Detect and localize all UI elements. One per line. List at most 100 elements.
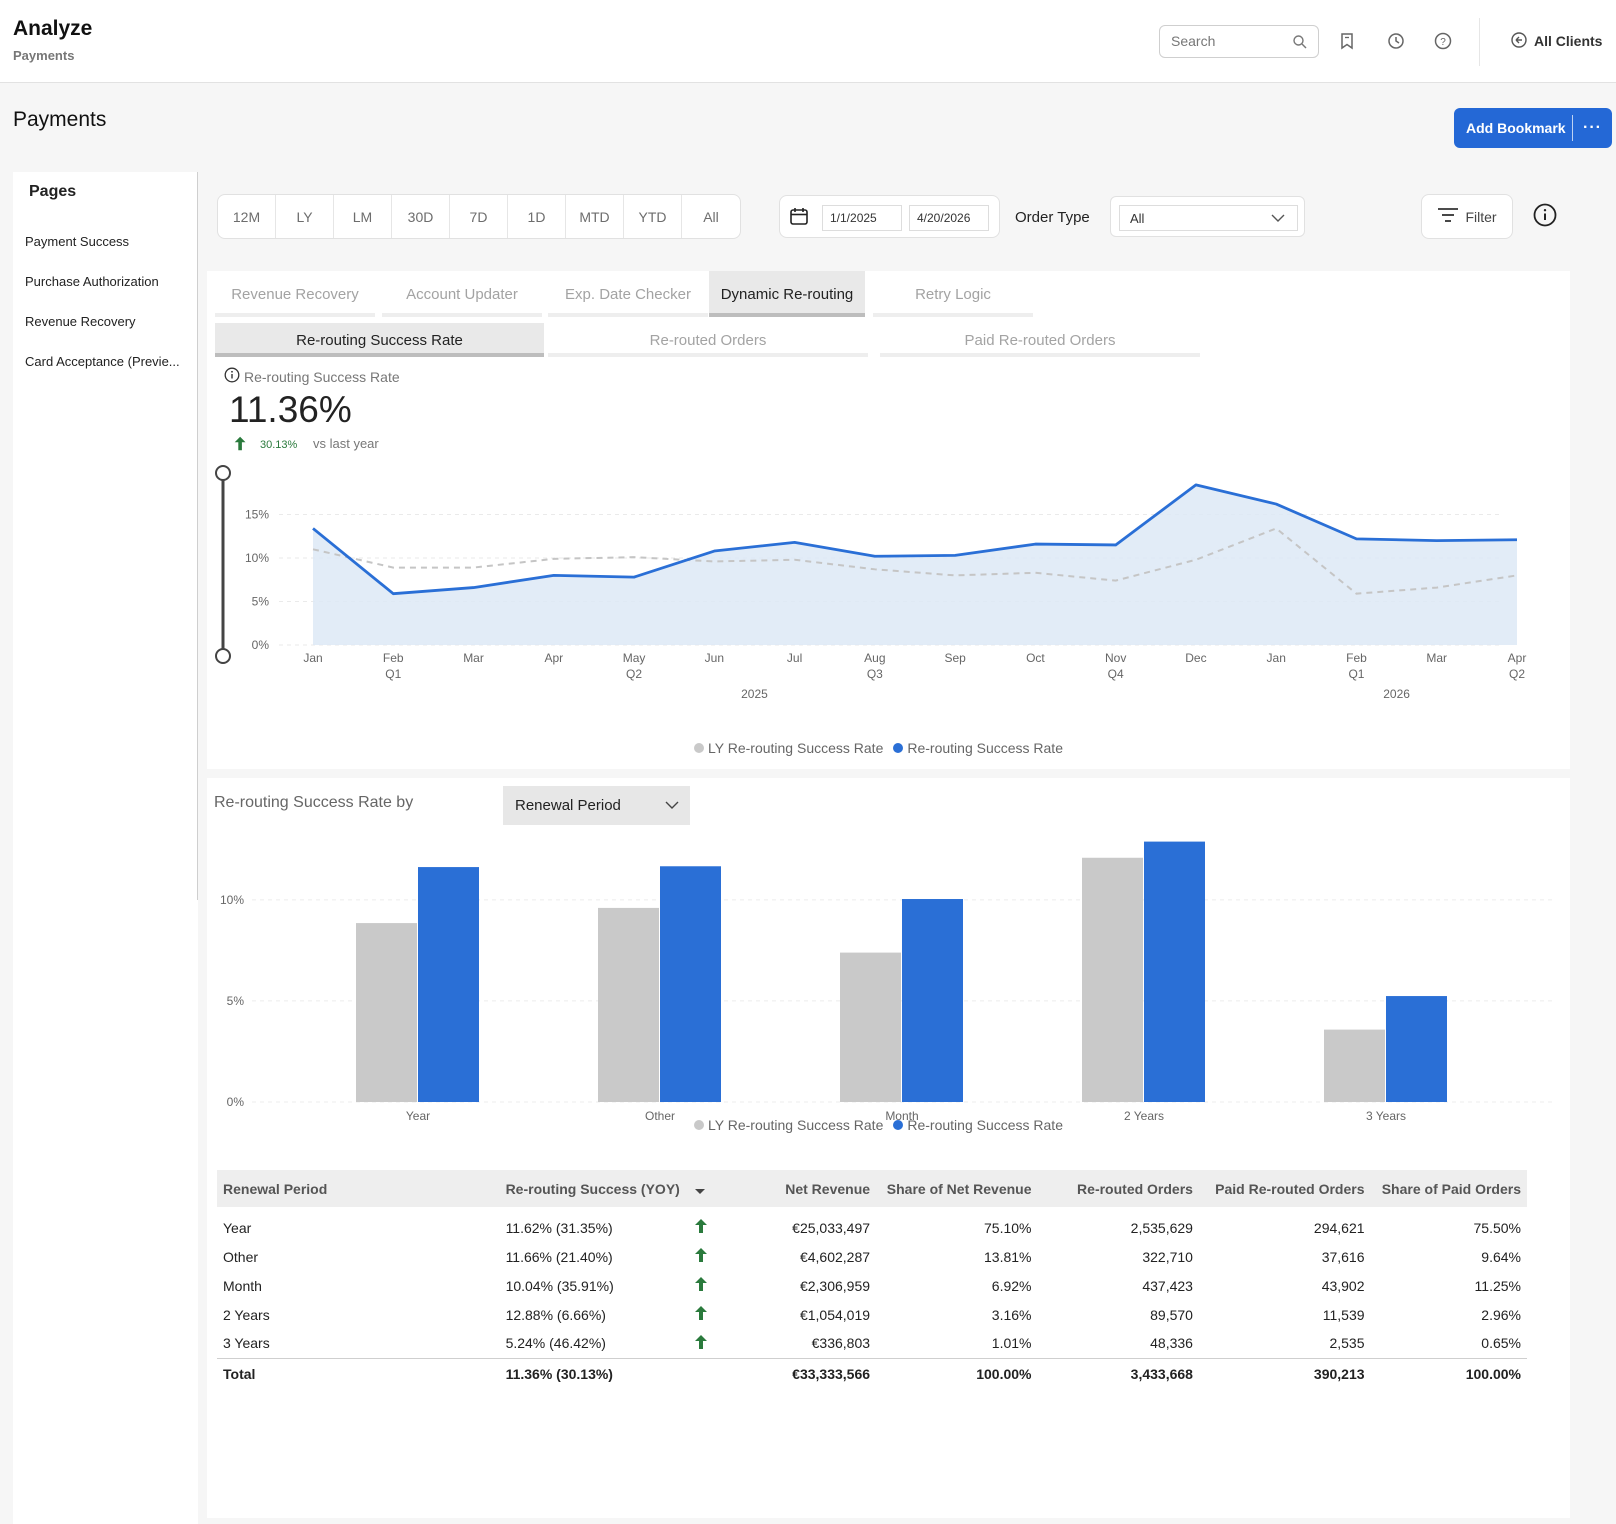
col-header-share-net-revenue[interactable]: Share of Net Revenue xyxy=(876,1170,1038,1207)
range-1d[interactable]: 1D xyxy=(508,195,566,238)
col-header-success-yoy[interactable]: Re-routing Success (YOY) xyxy=(499,1170,688,1207)
bar-current[interactable] xyxy=(660,866,721,1102)
info-icon[interactable] xyxy=(1533,203,1557,232)
order-type-select[interactable]: All xyxy=(1110,196,1305,237)
col-header-renewal-period[interactable]: Renewal Period xyxy=(217,1170,500,1207)
cell-paid-re-routed-orders: 2,535 xyxy=(1329,1335,1365,1352)
sidebar-title: Pages xyxy=(29,183,77,200)
app-title: Analyze xyxy=(13,17,93,40)
y-tick-label: 0% xyxy=(227,1095,245,1109)
search-icon[interactable] xyxy=(1292,34,1308,55)
table-row[interactable]: 2 Years 12.88% (6.66%) €1,054,019 3.16% 89,5… xyxy=(217,1300,1527,1329)
calendar-icon[interactable] xyxy=(789,206,809,231)
tab-dynamic-re-routing[interactable]: Dynamic Re-routing xyxy=(709,271,865,317)
cell-net-revenue: €1,054,019 xyxy=(799,1306,871,1323)
sidebar-item-revenue-recovery[interactable]: Revenue Recovery xyxy=(25,314,136,329)
more-options-button[interactable]: ··· xyxy=(1583,119,1602,136)
range-lm[interactable]: LM xyxy=(334,195,392,238)
sidebar-item-purchase-authorization[interactable]: Purchase Authorization xyxy=(25,274,159,289)
end-date-input[interactable] xyxy=(909,205,989,231)
breakdown-title: Re-routing Success Rate by xyxy=(214,794,414,811)
tab-label: Account Updater xyxy=(406,285,518,303)
y-tick-label: 0% xyxy=(252,638,270,652)
cell-re-routed-orders: 322,710 xyxy=(1142,1248,1193,1265)
bar-ly[interactable] xyxy=(598,907,659,1102)
sidebar-item-card-acceptance[interactable]: Card Acceptance (Previe... xyxy=(25,354,180,369)
cell-renewal-period: Year xyxy=(223,1219,252,1236)
range-ytd[interactable]: YTD xyxy=(624,195,682,238)
search-box[interactable] xyxy=(1159,25,1319,58)
info-small-icon[interactable] xyxy=(224,367,240,386)
sort-desc-icon[interactable] xyxy=(687,1170,779,1207)
subtab-success-rate[interactable]: Re-routing Success Rate xyxy=(215,323,544,357)
range-slider-bottom-handle[interactable] xyxy=(215,648,231,664)
filter-button[interactable]: Filter xyxy=(1421,194,1513,239)
app-breadcrumb[interactable]: Payments xyxy=(13,48,75,63)
range-slider-top-handle[interactable] xyxy=(215,465,231,481)
tab-revenue-recovery[interactable]: Revenue Recovery xyxy=(215,271,375,317)
breakdown-dimension-select[interactable]: Renewal Period xyxy=(503,786,690,825)
order-type-value[interactable]: All xyxy=(1119,205,1298,231)
range-7d[interactable]: 7D xyxy=(450,195,508,238)
current-series-line xyxy=(312,483,1518,596)
tab-label: Revenue Recovery xyxy=(231,285,359,303)
tab-account-updater[interactable]: Account Updater xyxy=(382,271,542,317)
tab-underline xyxy=(382,313,542,317)
col-header-re-routed-orders[interactable]: Re-routed Orders xyxy=(1037,1170,1199,1207)
tab-retry-logic[interactable]: Retry Logic xyxy=(873,271,1033,317)
range-all[interactable]: All xyxy=(703,208,719,225)
filter-label: Filter xyxy=(1465,208,1497,225)
sidebar-item-payment-success[interactable]: Payment Success xyxy=(25,234,130,249)
y-tick-label: 5% xyxy=(227,994,245,1008)
range-12m[interactable]: 12M xyxy=(218,195,276,238)
cell-share-paid-orders: 9.64% xyxy=(1481,1248,1521,1265)
col-header-net-revenue[interactable]: Net Revenue xyxy=(778,1170,877,1207)
table-row[interactable]: Year 11.62% (31.35%) €25,033,497 75.10% 2,53… xyxy=(217,1207,1527,1242)
legend-current-label[interactable]: Re-routing Success Rate xyxy=(907,1117,1063,1133)
bar-current[interactable] xyxy=(1386,996,1447,1102)
col-header-paid-re-routed-orders[interactable]: Paid Re-routed Orders xyxy=(1198,1170,1371,1207)
add-bookmark-button[interactable]: Add Bookmark xyxy=(1466,120,1566,136)
range-mtd[interactable]: MTD xyxy=(566,195,624,238)
table-row[interactable]: Month 10.04% (35.91%) €2,306,959 6.92% 437,4… xyxy=(217,1271,1527,1300)
range-30d[interactable]: 30D xyxy=(392,195,450,238)
range-ly[interactable]: LY xyxy=(276,195,334,238)
bar-ly[interactable] xyxy=(1324,1029,1385,1102)
subtab-label: Paid Re-routed Orders xyxy=(964,331,1116,349)
history-icon[interactable] xyxy=(1386,31,1406,51)
bar-current[interactable] xyxy=(418,867,479,1102)
all-clients-button[interactable]: All Clients xyxy=(1510,31,1602,51)
search-input[interactable] xyxy=(1171,33,1291,49)
cell-share-net-revenue: 1.01% xyxy=(991,1335,1032,1352)
total-share-net-revenue: 100.00% xyxy=(876,1357,1038,1390)
bookmark-icon[interactable] xyxy=(1337,31,1357,51)
legend-ly-label[interactable]: LY Re-routing Success Rate xyxy=(708,740,884,756)
table-row[interactable]: Other 11.66% (21.40%) €4,602,287 13.81% 322,… xyxy=(217,1242,1527,1271)
bar-legend: LY Re-routing Success Rate Re-routing Su… xyxy=(694,1117,1063,1133)
bar-current[interactable] xyxy=(902,899,963,1102)
x-quarter-label: Q4 xyxy=(1108,667,1124,681)
bar-current[interactable] xyxy=(1144,841,1205,1102)
bar-ly[interactable] xyxy=(840,952,901,1102)
x-quarter-label: Q3 xyxy=(867,667,883,681)
col-header-share-paid-orders[interactable]: Share of Paid Orders xyxy=(1370,1170,1527,1207)
tab-underline xyxy=(873,313,1033,317)
cell-net-revenue: €2,306,959 xyxy=(799,1277,871,1294)
cell-success-yoy: 11.62% (31.35%) xyxy=(505,1219,613,1236)
bar-ly[interactable] xyxy=(356,923,417,1102)
trend-up-icon xyxy=(688,1271,779,1300)
bar-ly[interactable] xyxy=(1082,857,1143,1102)
help-icon[interactable]: ? xyxy=(1433,31,1453,51)
subtab-paid-re-routed-orders[interactable]: Paid Re-routed Orders xyxy=(880,323,1200,357)
start-date-input[interactable] xyxy=(822,205,902,231)
x-tick-label: May xyxy=(623,651,646,665)
subtab-re-routed-orders[interactable]: Re-routed Orders xyxy=(548,323,868,357)
x-category-label: Month xyxy=(885,1109,918,1123)
table-row[interactable]: 3 Years 5.24% (46.42%) €336,803 1.01% 48,336… xyxy=(217,1329,1527,1358)
legend-ly-label[interactable]: LY Re-routing Success Rate xyxy=(708,1117,884,1133)
legend-current-label[interactable]: Re-routing Success Rate xyxy=(907,740,1063,756)
cell-success-yoy: 10.04% (35.91%) xyxy=(505,1277,614,1294)
cell-re-routed-orders: 437,423 xyxy=(1142,1277,1193,1294)
tab-exp-date-checker[interactable]: Exp. Date Checker xyxy=(548,271,708,317)
cell-share-net-revenue: 75.10% xyxy=(984,1219,1032,1236)
